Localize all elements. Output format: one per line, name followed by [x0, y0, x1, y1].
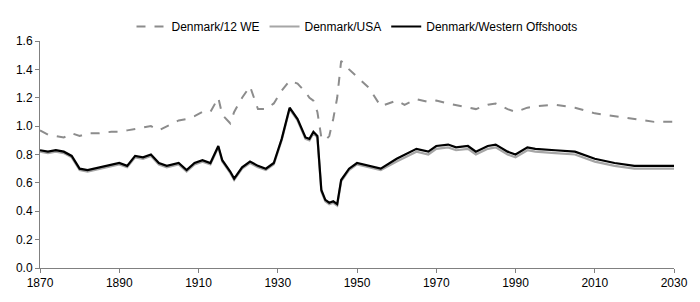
- svg-text:0.4: 0.4: [16, 204, 33, 218]
- svg-text:1.0: 1.0: [16, 119, 33, 133]
- svg-text:1.6: 1.6: [16, 34, 33, 48]
- svg-text:1.4: 1.4: [16, 63, 33, 77]
- svg-text:2030: 2030: [661, 276, 688, 290]
- svg-text:1930: 1930: [264, 276, 291, 290]
- svg-text:1890: 1890: [106, 276, 133, 290]
- svg-text:Denmark/12 WE: Denmark/12 WE: [172, 20, 260, 34]
- svg-text:1950: 1950: [344, 276, 371, 290]
- svg-text:0.0: 0.0: [16, 261, 33, 275]
- svg-text:0.2: 0.2: [16, 233, 33, 247]
- svg-text:Denmark/USA: Denmark/USA: [305, 20, 382, 34]
- svg-text:1910: 1910: [185, 276, 212, 290]
- svg-text:0.8: 0.8: [16, 148, 33, 162]
- svg-text:1870: 1870: [27, 276, 54, 290]
- svg-text:1970: 1970: [423, 276, 450, 290]
- svg-text:0.6: 0.6: [16, 176, 33, 190]
- svg-text:2010: 2010: [581, 276, 608, 290]
- svg-text:Denmark/Western Offshoots: Denmark/Western Offshoots: [426, 20, 577, 34]
- svg-text:1.2: 1.2: [16, 91, 33, 105]
- svg-text:1990: 1990: [502, 276, 529, 290]
